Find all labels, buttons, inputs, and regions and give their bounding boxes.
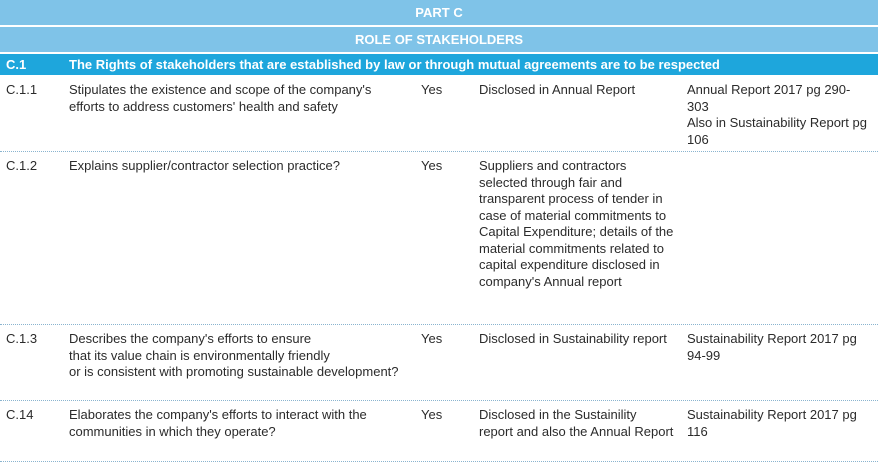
row-id: C.1.1	[6, 82, 38, 97]
row-id: C.1.2	[6, 158, 38, 173]
row-answer: Yes	[421, 158, 443, 173]
row-description: Elaborates the company's efforts to inte…	[69, 407, 367, 439]
row-compliance: Suppliers and contractors selected throu…	[479, 158, 674, 289]
row-id: C.1.3	[6, 331, 38, 346]
table-row: C.1.2 Explains supplier/contractor selec…	[0, 152, 878, 325]
table-row: C.1.1 Stipulates the existence and scope…	[0, 76, 878, 152]
row-answer: Yes	[421, 331, 443, 346]
row-answer: Yes	[421, 82, 443, 97]
row-id: C.14	[6, 407, 34, 422]
row-reference: Annual Report 2017 pg 290-303 Also in Su…	[687, 82, 867, 147]
row-reference: Sustainability Report 2017 pg 116	[687, 407, 857, 439]
row-description: Stipulates the existence and scope of th…	[69, 82, 372, 114]
row-answer: Yes	[421, 407, 443, 422]
principle-id: C.1	[6, 57, 27, 72]
principle-header: C.1 The Rights of stakeholders that are …	[0, 54, 878, 75]
part-heading: PART C	[0, 0, 878, 25]
table-row: C.1.3 Describes the company's efforts to…	[0, 325, 878, 401]
row-compliance: Disclosed in the Sustainility report and…	[479, 407, 674, 439]
row-description: Explains supplier/contractor selection p…	[69, 158, 340, 173]
row-description: Describes the company's efforts to ensur…	[69, 331, 399, 379]
row-compliance: Disclosed in Annual Report	[479, 82, 636, 97]
row-reference: Sustainability Report 2017 pg 94-99	[687, 331, 857, 363]
section-heading: ROLE OF STAKEHOLDERS	[0, 27, 878, 52]
table-row: C.14 Elaborates the company's efforts to…	[0, 401, 878, 462]
row-compliance: Disclosed in Sustainability report	[479, 331, 667, 346]
principle-text: The Rights of stakeholders that are esta…	[69, 57, 720, 72]
